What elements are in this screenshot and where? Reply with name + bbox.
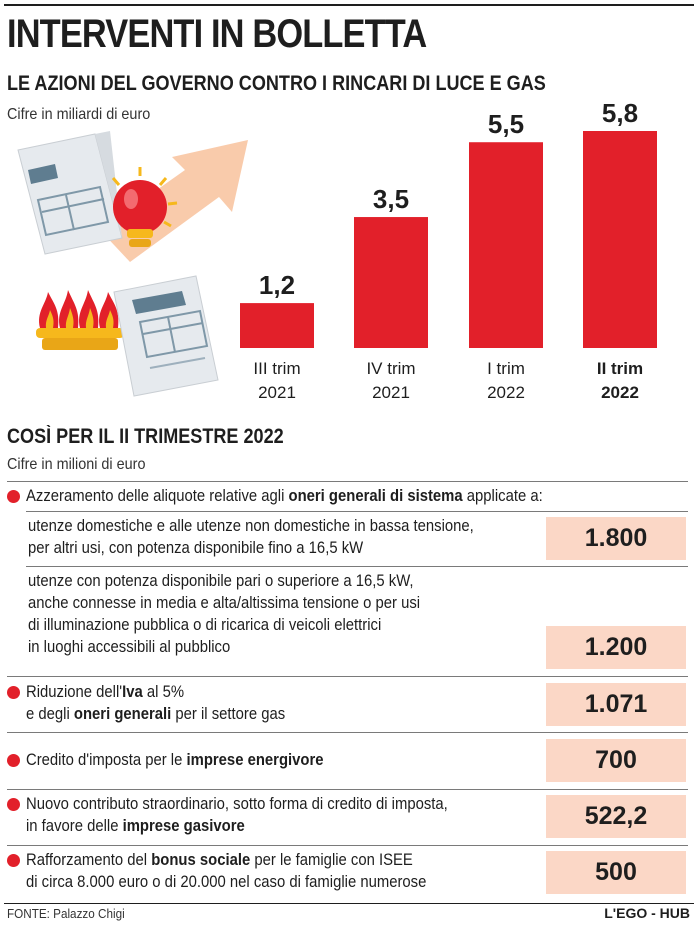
row-divider bbox=[26, 566, 688, 567]
source-note: FONTE: Palazzo Chigi bbox=[7, 906, 125, 921]
bar-value-label-1: 1,2 bbox=[259, 270, 295, 300]
bill-icon bbox=[113, 275, 219, 397]
bar-value-label-2: 3,5 bbox=[373, 184, 409, 214]
page-subtitle: LE AZIONI DEL GOVERNO CONTRO I RINCARI D… bbox=[7, 72, 546, 95]
x-tick-label-2-2: 2021 bbox=[372, 383, 410, 402]
x-tick-label-3-2: 2022 bbox=[487, 383, 525, 402]
bullet-icon bbox=[7, 798, 20, 811]
item-credito-text: Credito d'imposta per le imprese energiv… bbox=[26, 751, 324, 769]
x-tick-label-4-2: 2022 bbox=[601, 383, 639, 402]
x-tick-label-1-2: 2021 bbox=[258, 383, 296, 402]
row-divider bbox=[7, 845, 688, 846]
bullet-icon bbox=[7, 854, 20, 867]
row-divider bbox=[7, 789, 688, 790]
item-contributo-value: 522,2 bbox=[546, 795, 686, 838]
item-bonus-text: Rafforzamento del bonus sociale per le f… bbox=[26, 851, 427, 891]
section-unit-label: Cifre in milioni di euro bbox=[7, 456, 146, 473]
bar-2 bbox=[354, 217, 428, 348]
sub-item-2-text: utenze con potenza disponibile pari o su… bbox=[28, 572, 421, 656]
bar-1 bbox=[240, 303, 314, 348]
bar-3 bbox=[469, 142, 543, 348]
x-tick-label-1-1: III trim bbox=[253, 359, 300, 378]
row-divider bbox=[26, 511, 688, 512]
x-tick-label-3-1: I trim bbox=[487, 359, 525, 378]
sub-item-1-value: 1.800 bbox=[546, 517, 686, 560]
item-contributo-text: Nuovo contributo straordinario, sotto fo… bbox=[26, 795, 448, 835]
bar-value-label-4: 5,8 bbox=[602, 98, 638, 128]
sub-item-1-text: utenze domestiche e alle utenze non dome… bbox=[28, 517, 474, 557]
x-tick-label-4-1: II trim bbox=[597, 359, 643, 378]
item-iva-value: 1.071 bbox=[546, 683, 686, 726]
bar-value-label-3: 5,5 bbox=[488, 109, 524, 139]
bullet-icon bbox=[7, 490, 20, 503]
footer-divider bbox=[4, 903, 694, 904]
chart-unit-label: Cifre in miliardi di euro bbox=[7, 106, 151, 123]
page-title: INTERVENTI IN BOLLETTA bbox=[7, 12, 427, 56]
item-bonus-value: 500 bbox=[546, 851, 686, 894]
credit-label: L'EGO - HUB bbox=[604, 905, 690, 921]
bar-4 bbox=[583, 131, 657, 348]
gas-flame-icon bbox=[36, 290, 124, 350]
bar-chart: 1,2 III trim 2021 3,5 IV trim 2021 5,5 I trim 20… bbox=[17, 98, 657, 402]
bullet-icon bbox=[7, 754, 20, 767]
bullet-icon bbox=[7, 686, 20, 699]
x-tick-label-2-1: IV trim bbox=[366, 359, 415, 378]
light-bulb-icon bbox=[111, 167, 178, 247]
row-divider bbox=[7, 481, 688, 482]
section-title: COSÌ PER IL II TRIMESTRE 2022 bbox=[7, 425, 284, 448]
bars-group: 1,2 III trim 2021 3,5 IV trim 2021 5,5 I trim 20… bbox=[240, 98, 657, 402]
item-azzeramento-text: Azzeramento delle aliquote relative agli… bbox=[26, 487, 543, 505]
sub-item-2-value: 1.200 bbox=[546, 626, 686, 669]
bill-icon bbox=[17, 131, 123, 255]
item-iva-text: Riduzione dell'Iva al 5% e degli oneri ge… bbox=[26, 683, 286, 723]
row-divider bbox=[7, 676, 688, 677]
row-divider bbox=[7, 732, 688, 733]
item-credito-value: 700 bbox=[546, 739, 686, 782]
page-frame bbox=[4, 4, 694, 932]
